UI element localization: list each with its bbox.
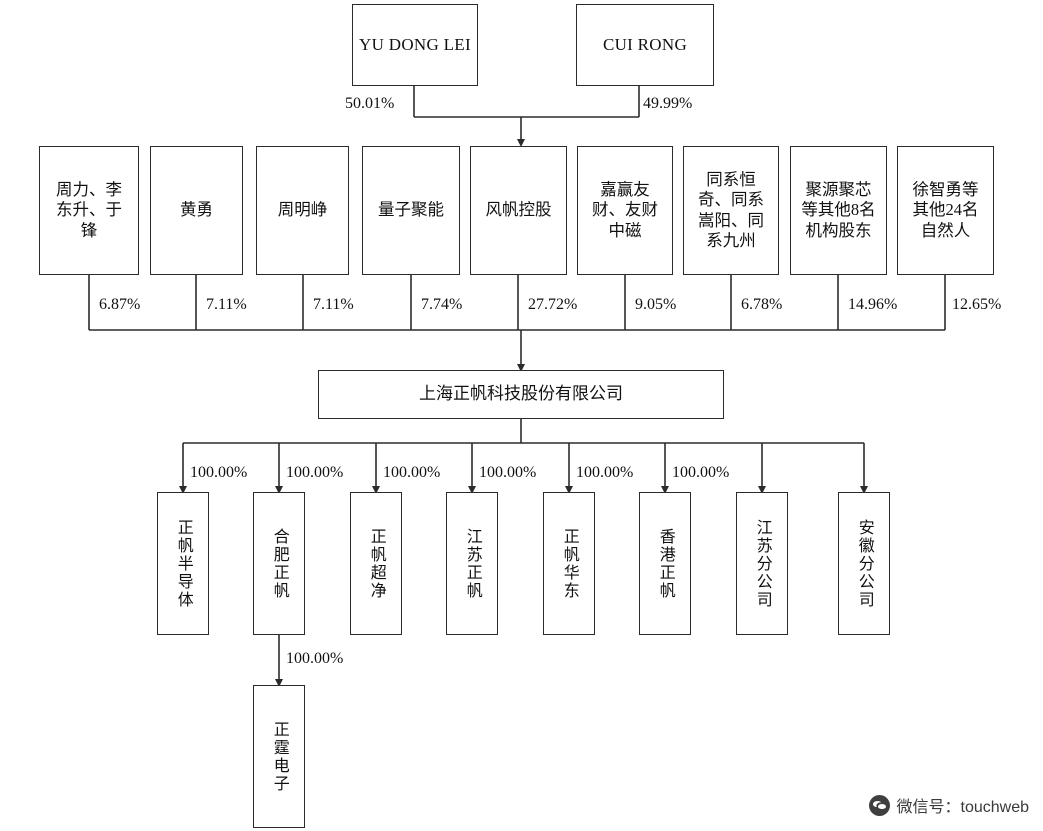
pct-hongkong-zhengfan: 100.00% [672, 464, 730, 481]
pct-zhou-mingzheng: 7.11% [313, 296, 354, 313]
watermark-text: 微信号：touchweb [896, 799, 1030, 816]
pct-juyuan-juxin: 14.96% [848, 296, 898, 313]
subsidiary-box-hongkong-zhengfan: 香港正帆 [639, 492, 691, 635]
pct-tongxi-hengqi: 6.78% [741, 296, 783, 313]
subsidiary-label: 合肥正帆 [270, 527, 288, 600]
shareholder-box-tongxi-hengqi: 同系恒奇、同系嵩阳、同系九州 [683, 146, 779, 275]
pct-yu-dong-lei: 50.01% [345, 95, 395, 112]
subsidiary-label: 安徽分公司 [855, 518, 873, 609]
subsidiary-label: 正帆半导体 [174, 518, 192, 609]
subsidiary-box-zhengfan-huadong: 正帆华东 [543, 492, 595, 635]
subsidiary-label: 江苏分公司 [753, 518, 771, 609]
listed-company-box: 上海正帆科技股份有限公司 [318, 370, 724, 419]
shareholder-box-zhou-mingzheng: 周明峥 [256, 146, 349, 275]
subsidiary-box-jiangsu-zhengfan: 江苏正帆 [446, 492, 498, 635]
listed-company-label: 上海正帆科技股份有限公司 [419, 384, 623, 404]
subsidiary-label: 正霆电子 [270, 720, 288, 793]
shareholder-label: CUI RONG [602, 34, 688, 54]
pct-huang-yong: 7.11% [206, 296, 247, 313]
shareholder-box-fengfan-konggu: 风帆控股 [470, 146, 567, 275]
shareholder-box-juyuan-juxin: 聚源聚芯等其他8名机构股东 [790, 146, 887, 275]
pct-hefei-zhengfan: 100.00% [286, 464, 344, 481]
shareholder-label: 量子聚能 [378, 200, 444, 220]
pct-zhou-li-group: 6.87% [99, 296, 141, 313]
pct-zhengfan-chaojing: 100.00% [383, 464, 441, 481]
subsidiary-box-zhengting-electronics: 正霆电子 [253, 685, 305, 828]
shareholder-box-liangzi-juneng: 量子聚能 [362, 146, 460, 275]
shareholder-label: 聚源聚芯等其他8名机构股东 [801, 180, 876, 240]
subsidiary-box-jiangsu-branch: 江苏分公司 [736, 492, 788, 635]
pct-cui-rong: 49.99% [643, 95, 693, 112]
pct-jiaying-youcai: 9.05% [635, 296, 677, 313]
shareholder-box-zhou-li-group: 周力、李东升、于锋 [39, 146, 139, 275]
shareholder-box-huang-yong: 黄勇 [150, 146, 243, 275]
shareholder-label: 风帆控股 [485, 200, 552, 220]
subsidiary-label: 正帆超净 [367, 527, 385, 600]
subsidiary-box-hefei-zhengfan: 合肥正帆 [253, 492, 305, 635]
shareholder-label: 周力、李东升、于锋 [56, 180, 122, 240]
shareholder-label: 同系恒奇、同系嵩阳、同系九州 [698, 170, 764, 250]
shareholder-label: 周明峥 [277, 200, 328, 220]
pct-fengfan-konggu: 27.72% [528, 296, 578, 313]
shareholder-label: 嘉赢友财、友财中磁 [592, 180, 658, 240]
shareholder-label: 徐智勇等其他24名自然人 [912, 180, 979, 240]
subsidiary-label: 江苏正帆 [463, 527, 481, 600]
pct-zhengfan-huadong: 100.00% [576, 464, 634, 481]
subsidiary-box-zhengfan-chaojing: 正帆超净 [350, 492, 402, 635]
shareholder-box-xu-zhiyong: 徐智勇等其他24名自然人 [897, 146, 994, 275]
shareholder-label: 黄勇 [180, 200, 213, 220]
subsidiary-box-anhui-branch: 安徽分公司 [838, 492, 890, 635]
shareholder-box-cui-rong: CUI RONG [576, 4, 714, 86]
shareholder-box-jiaying-youcai: 嘉赢友财、友财中磁 [577, 146, 673, 275]
subsidiary-label: 正帆华东 [560, 527, 578, 600]
pct-xu-zhiyong: 12.65% [952, 296, 1002, 313]
wechat-icon [868, 794, 890, 816]
watermark: 微信号：touchweb [868, 793, 1030, 817]
pct-jiangsu-zhengfan: 100.00% [479, 464, 537, 481]
shareholder-label: YU DONG LEI [359, 34, 471, 54]
pct-liangzi-juneng: 7.74% [421, 296, 463, 313]
shareholder-box-yu-dong-lei: YU DONG LEI [352, 4, 478, 86]
subsidiary-label: 香港正帆 [656, 527, 674, 600]
pct-zhengting-electronics: 100.00% [286, 650, 344, 667]
pct-zhengfan-semiconductor: 100.00% [190, 464, 248, 481]
subsidiary-box-zhengfan-semiconductor: 正帆半导体 [157, 492, 209, 635]
